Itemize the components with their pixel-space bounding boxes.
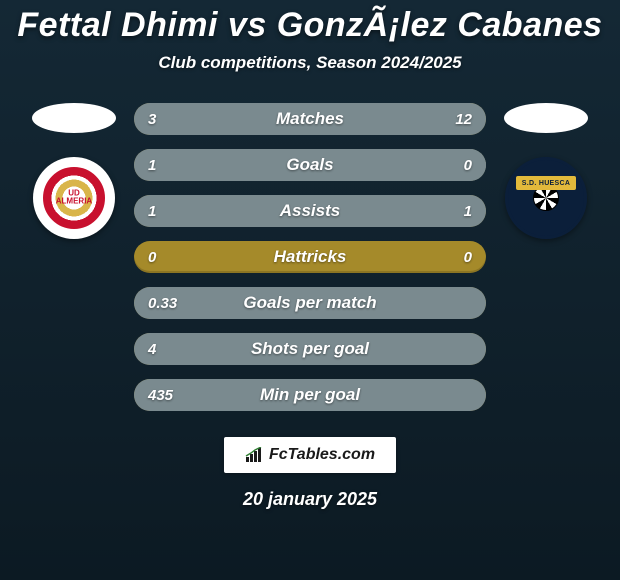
stat-value-right: 0	[464, 157, 472, 174]
stat-value-right: 0	[464, 249, 472, 266]
chart-icon	[245, 447, 265, 463]
stat-fill-right	[204, 103, 486, 135]
stat-row: 0.33Goals per match	[134, 287, 486, 319]
stat-fill-right	[310, 195, 486, 227]
stat-value-left: 435	[148, 387, 173, 404]
right-flag-oval	[504, 103, 588, 133]
stat-value-left: 0	[148, 249, 156, 266]
stat-value-left: 1	[148, 203, 156, 220]
right-crest-inner: S.D. HUESCA	[516, 168, 576, 228]
right-team-crest: S.D. HUESCA	[505, 157, 587, 239]
right-team-column: S.D. HUESCA	[486, 103, 606, 239]
page-title: Fettal Dhimi vs GonzÃ¡lez Cabanes	[17, 6, 602, 45]
stat-row: 435Min per goal	[134, 379, 486, 411]
stat-fill-left	[134, 103, 204, 135]
left-flag-oval	[32, 103, 116, 133]
left-team-crest: UD ALMERIA	[33, 157, 115, 239]
stat-row: 10Goals	[134, 149, 486, 181]
stat-value-left: 1	[148, 157, 156, 174]
left-team-column: UD ALMERIA	[14, 103, 134, 239]
stat-fill-left	[134, 195, 310, 227]
stat-fill-right	[409, 149, 486, 181]
footer-logo: FcTables.com	[224, 437, 396, 473]
page-subtitle: Club competitions, Season 2024/2025	[158, 53, 461, 73]
stat-value-right: 1	[464, 203, 472, 220]
stat-label: Hattricks	[134, 247, 486, 267]
stat-row: 4Shots per goal	[134, 333, 486, 365]
footer-logo-text: FcTables.com	[269, 446, 375, 464]
stat-value-left: 3	[148, 111, 156, 128]
left-crest-label: UD ALMERIA	[54, 190, 95, 206]
stat-fill-left	[134, 379, 486, 411]
content-root: Fettal Dhimi vs GonzÃ¡lez Cabanes Club c…	[0, 0, 620, 580]
stat-value-right: 12	[455, 111, 472, 128]
right-crest-label: S.D. HUESCA	[516, 176, 576, 190]
stat-row: 312Matches	[134, 103, 486, 135]
stat-fill-left	[134, 287, 486, 319]
stat-fill-left	[134, 333, 486, 365]
stat-row: 11Assists	[134, 195, 486, 227]
footer-date: 20 january 2025	[243, 489, 377, 510]
stat-row: 0 0Hattricks	[134, 241, 486, 273]
stat-value-left: 0.33	[148, 295, 177, 312]
stat-value-left: 4	[148, 341, 156, 358]
main-area: UD ALMERIA 312Matches10Goals11Assists00H…	[0, 103, 620, 411]
stats-column: 312Matches10Goals11Assists00Hattricks0.3…	[134, 103, 486, 411]
